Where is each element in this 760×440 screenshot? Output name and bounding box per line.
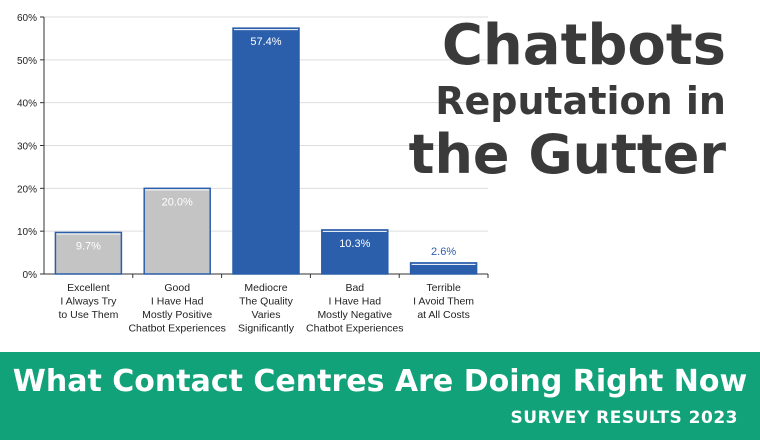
x-tick-label: Mostly Positive: [142, 309, 212, 321]
y-tick-label: 30%: [17, 142, 37, 153]
x-tick-label: Chatbot Experiences: [306, 323, 403, 335]
y-tick-label: 10%: [17, 227, 37, 238]
x-tick-label: Terrible: [426, 282, 461, 294]
bar: [321, 229, 389, 275]
x-tick-label: at All Costs: [417, 309, 470, 321]
footer-banner: What Contact Centres Are Doing Right Now…: [0, 352, 760, 440]
x-tick-label: I Always Try: [60, 296, 117, 308]
banner-subheadline: SURVEY RESULTS 2023: [510, 408, 738, 428]
data-label: 2.6%: [431, 246, 456, 258]
data-label: 10.3%: [339, 238, 370, 250]
x-tick-label: Mostly Negative: [317, 309, 392, 321]
bar: [409, 262, 478, 275]
y-tick-label: 60%: [17, 13, 37, 24]
x-tick-label: The Quality: [239, 296, 293, 308]
bar: [143, 187, 211, 275]
x-tick-label: Good: [164, 282, 190, 294]
y-tick-label: 20%: [17, 184, 37, 195]
chart-title: Chatbots Reputation in the Gutter: [396, 14, 726, 186]
x-tick-label: I Have Had: [329, 296, 382, 308]
x-tick-label: I Avoid Them: [413, 296, 474, 308]
x-tick-label: Bad: [345, 282, 364, 294]
title-line-1: Chatbots: [441, 13, 726, 78]
x-tick-label: Excellent: [67, 282, 110, 294]
y-tick-label: 40%: [17, 99, 37, 110]
x-tick-label: I Have Had: [151, 296, 204, 308]
bar: [54, 231, 123, 275]
title-line-2: Reputation in: [435, 79, 726, 123]
data-label: 57.4%: [250, 36, 281, 48]
data-label: 20.0%: [162, 196, 193, 208]
banner-headline: What Contact Centres Are Doing Right Now: [12, 364, 748, 399]
bar: [232, 27, 300, 275]
data-label: 9.7%: [76, 240, 101, 252]
bar-chart: 0% 10% 20% 30% 40% 50% 60% 9.7% Excellent I Alway…: [17, 13, 489, 335]
y-tick-label: 50%: [17, 56, 37, 67]
x-tick-label: Varies: [252, 309, 281, 321]
x-tick-label: Mediocre: [244, 282, 287, 294]
y-tick-label: 0%: [23, 270, 38, 281]
x-tick-label: Chatbot Experiences: [128, 323, 225, 335]
x-tick-label: to Use Them: [58, 309, 118, 321]
x-tick-label: Significantly: [238, 323, 295, 335]
title-line-3: the Gutter: [408, 123, 726, 186]
